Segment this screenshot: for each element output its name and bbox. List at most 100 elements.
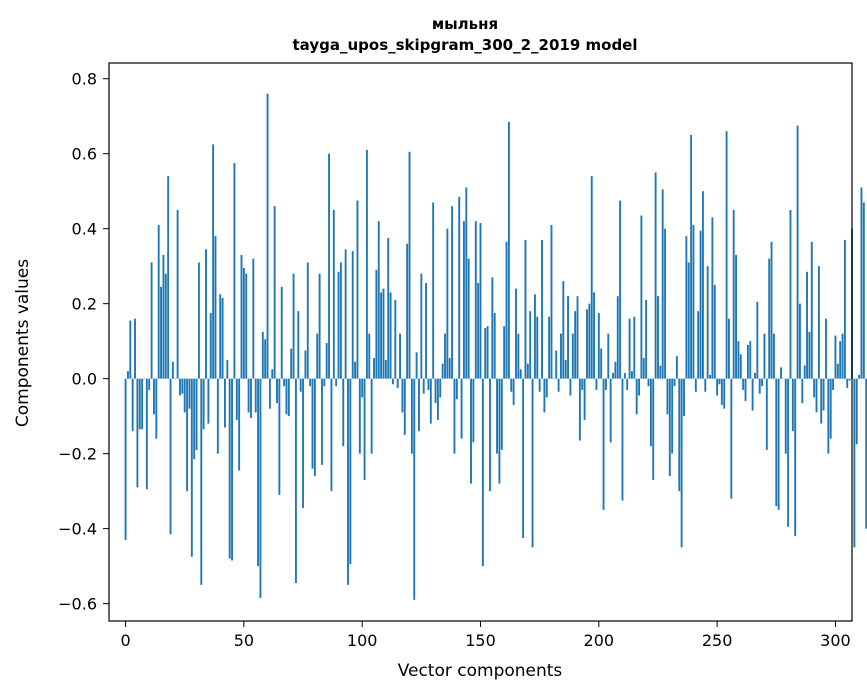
bar-63 — [274, 206, 276, 378]
bar-48 — [238, 379, 240, 471]
bar-25 — [184, 379, 186, 413]
bar-143 — [463, 221, 465, 378]
bar-195 — [586, 309, 588, 378]
bar-223 — [652, 379, 654, 480]
bar-4 — [134, 319, 136, 379]
bar-49 — [241, 255, 243, 379]
bar-112 — [390, 292, 392, 378]
bar-230 — [669, 379, 671, 476]
bar-7 — [141, 379, 143, 430]
bar-119 — [406, 244, 408, 379]
bar-168 — [522, 379, 524, 538]
bar-235 — [681, 379, 683, 548]
bar-176 — [541, 240, 543, 379]
bar-120 — [409, 152, 411, 379]
bar-207 — [614, 362, 616, 379]
bar-288 — [806, 272, 808, 379]
bar-283 — [794, 379, 796, 536]
bar-211 — [624, 373, 626, 379]
bar-83 — [321, 379, 323, 465]
bar-178 — [546, 379, 548, 398]
bar-91 — [340, 262, 342, 378]
x-tick-label: 250 — [702, 631, 733, 650]
bar-19 — [170, 379, 172, 535]
x-tick-label: 200 — [584, 631, 615, 650]
bar-268 — [759, 379, 761, 394]
bar-62 — [271, 369, 273, 378]
bar-68 — [286, 379, 288, 415]
bar-140 — [456, 379, 458, 400]
bar-125 — [420, 274, 422, 379]
bar-201 — [600, 349, 602, 379]
bar-58 — [262, 332, 264, 379]
bar-154 — [489, 379, 491, 491]
bar-30 — [196, 379, 198, 450]
bar-196 — [588, 304, 590, 379]
bar-6 — [139, 379, 141, 430]
bar-45 — [231, 379, 233, 561]
x-axis-label: Vector components — [398, 661, 563, 681]
bar-33 — [203, 379, 205, 430]
bar-77 — [307, 262, 309, 378]
bar-216 — [636, 379, 638, 415]
bar-40 — [219, 294, 221, 378]
x-tick-label: 0 — [120, 631, 130, 650]
bar-118 — [404, 379, 406, 435]
bar-254 — [726, 131, 728, 378]
bar-245 — [704, 379, 706, 392]
bar-117 — [401, 379, 403, 413]
bar-80 — [314, 379, 316, 476]
bar-67 — [283, 379, 285, 387]
bar-103 — [368, 334, 370, 379]
bar-191 — [577, 296, 579, 378]
bar-78 — [309, 379, 311, 387]
bar-138 — [451, 206, 453, 378]
bar-71 — [293, 274, 295, 379]
bar-153 — [487, 326, 489, 378]
bar-273 — [771, 242, 773, 379]
bar-113 — [392, 379, 394, 385]
bar-65 — [278, 379, 280, 495]
bar-184 — [560, 334, 562, 379]
bar-129 — [430, 379, 432, 424]
bar-202 — [603, 379, 605, 510]
bar-166 — [517, 334, 519, 379]
bar-221 — [648, 379, 650, 387]
bar-128 — [428, 379, 430, 390]
y-tick-label: 0.0 — [72, 370, 97, 389]
bar-164 — [513, 379, 515, 405]
bar-101 — [364, 379, 366, 480]
bar-12 — [153, 379, 155, 415]
bar-227 — [662, 189, 664, 378]
bar-261 — [742, 379, 744, 390]
bar-54 — [252, 259, 254, 379]
bar-296 — [825, 319, 827, 379]
bars-group — [125, 94, 867, 600]
bar-23 — [179, 379, 181, 396]
bar-133 — [439, 379, 441, 398]
bar-157 — [496, 379, 498, 454]
y-axis-label: Components values — [13, 259, 33, 427]
bar-64 — [276, 379, 278, 403]
bar-146 — [470, 379, 472, 484]
y-tick-label: −0.6 — [58, 595, 97, 614]
bar-24 — [181, 379, 183, 394]
bar-204 — [607, 334, 609, 379]
bar-81 — [316, 334, 318, 379]
bar-179 — [548, 317, 550, 379]
bar-217 — [638, 379, 640, 396]
bar-163 — [510, 379, 512, 392]
bar-250 — [716, 379, 718, 396]
bar-271 — [766, 379, 768, 450]
bar-26 — [186, 379, 188, 491]
bar-290 — [811, 242, 813, 379]
bar-183 — [558, 379, 560, 392]
bar-170 — [527, 364, 529, 379]
bar-242 — [697, 311, 699, 378]
bar-102 — [366, 150, 368, 379]
bar-224 — [655, 172, 657, 378]
bar-79 — [312, 379, 314, 469]
bar-206 — [612, 373, 614, 379]
bar-137 — [449, 358, 451, 379]
bar-109 — [383, 289, 385, 379]
